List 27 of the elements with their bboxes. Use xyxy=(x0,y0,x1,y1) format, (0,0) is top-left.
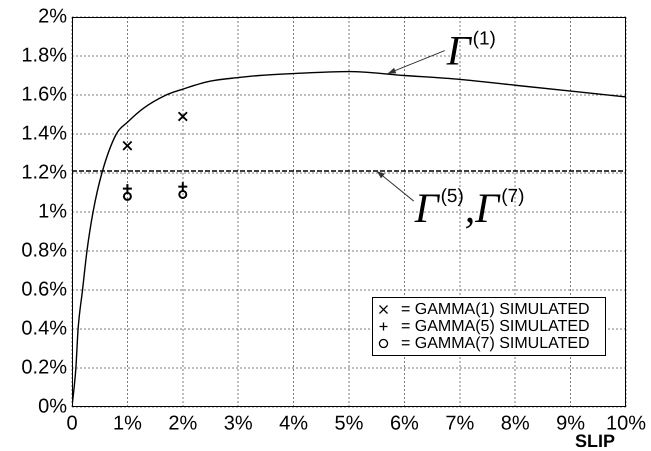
x-tick-label: 4% xyxy=(279,412,308,435)
x-tick-label: 1% xyxy=(112,412,142,435)
x-tick-label: 6% xyxy=(390,412,420,435)
point xyxy=(178,190,188,199)
legend-label: = GAMMA(5) SIMULATED xyxy=(400,318,590,335)
x-tick-label: 2% xyxy=(168,412,198,435)
y-tick-label: 0.2% xyxy=(21,356,68,379)
x-tick-label: 3% xyxy=(224,412,253,435)
legend-label: = GAMMA(7) SIMULATED xyxy=(400,335,590,352)
x-tick-label: 8% xyxy=(500,412,530,435)
point xyxy=(122,140,133,151)
y-tick-label: 2% xyxy=(38,6,68,28)
y-tick-label: 1.2% xyxy=(21,162,68,184)
y-tick-label: 1% xyxy=(38,200,68,223)
x-tick-label: 7% xyxy=(445,412,474,435)
legend-label: = GAMMA(1) SIMULATED xyxy=(400,301,590,318)
y-tick-label: 1.8% xyxy=(21,44,68,67)
x-tick-label: 0 xyxy=(66,412,78,435)
y-tick-label: 1.4% xyxy=(21,122,68,145)
point xyxy=(178,111,188,122)
x-tick-label: 5% xyxy=(334,412,364,435)
y-tick-label: 1.6% xyxy=(21,84,68,106)
point xyxy=(122,192,132,201)
y-tick-label: 0.4% xyxy=(21,318,68,340)
y-tick-label: 0.6% xyxy=(21,278,68,301)
y-tick-label: 0.8% xyxy=(21,240,68,262)
y-tick-label: 0% xyxy=(38,396,68,418)
